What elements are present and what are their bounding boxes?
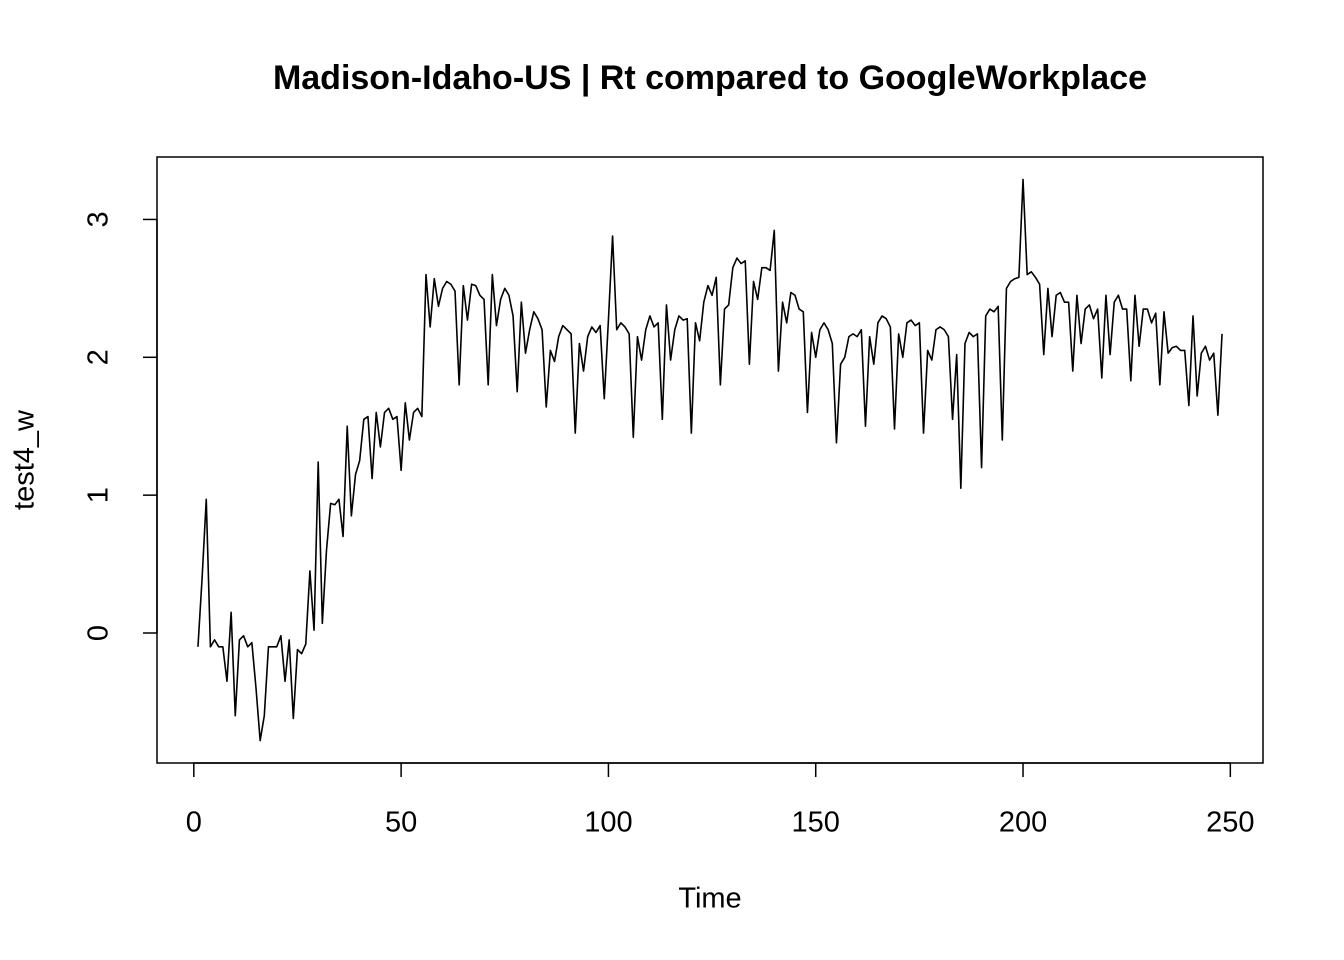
y-tick-label: 3 [83,211,115,227]
chart-title: Madison-Idaho-US | Rt compared to Google… [273,59,1147,97]
x-tick-label: 150 [792,807,840,839]
y-tick-label: 2 [83,349,115,365]
x-tick-label: 250 [1206,807,1254,839]
x-axis-label: Time [678,883,741,915]
y-tick-label: 0 [83,625,115,641]
x-tick-label: 50 [385,807,417,839]
data-line [197,178,1223,742]
x-tick-label: 200 [999,807,1047,839]
y-axis-label: test4_w [9,409,41,510]
plot-box [156,156,1264,764]
x-tick-label: 0 [186,807,202,839]
y-tick-label: 1 [83,487,115,503]
x-tick-label: 100 [584,807,632,839]
